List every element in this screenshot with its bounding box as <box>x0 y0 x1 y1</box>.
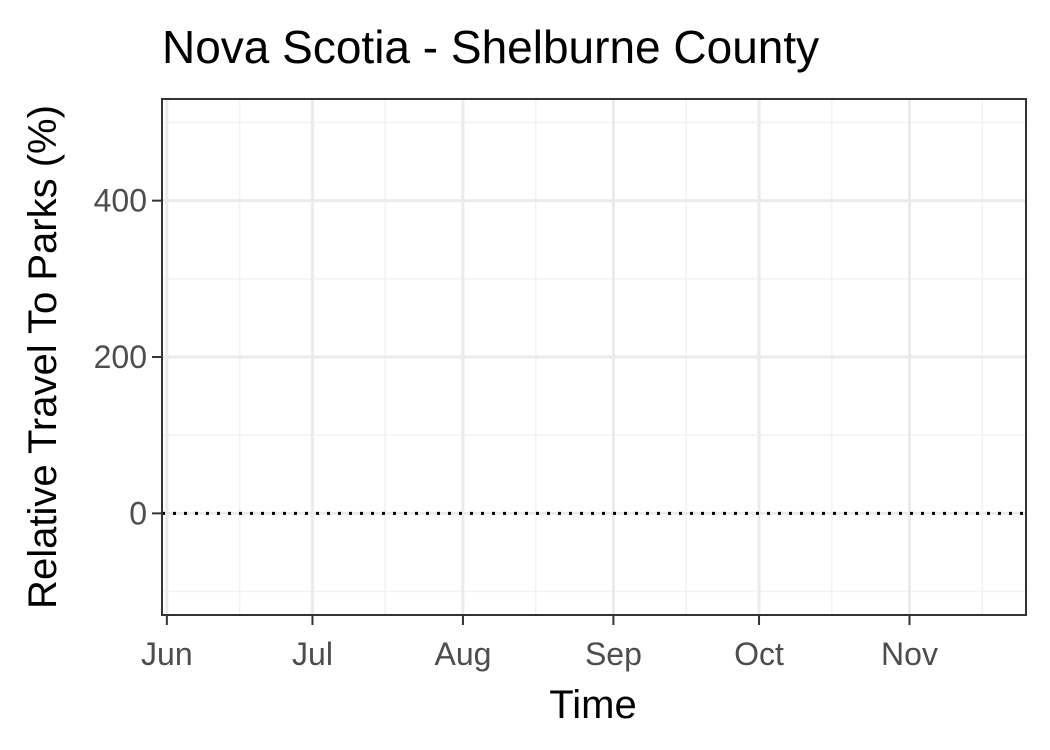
x-tick-label: Nov <box>881 636 938 672</box>
x-tick-label: Jul <box>292 636 333 672</box>
y-axis: 0 200 400 <box>94 183 162 531</box>
y-tick-label: 0 <box>129 495 147 531</box>
x-axis: Jun Jul Aug Sep Oct Nov <box>141 615 938 672</box>
y-axis-title: Relative Travel To Parks (%) <box>21 105 65 609</box>
x-axis-title: Time <box>549 683 636 727</box>
x-tick-label: Sep <box>585 636 642 672</box>
x-tick-label: Jun <box>141 636 193 672</box>
x-tick-label: Aug <box>434 636 491 672</box>
y-tick-label: 200 <box>94 339 147 375</box>
major-gridlines <box>162 99 1026 615</box>
y-tick-label: 400 <box>94 183 147 219</box>
chart-title: Nova Scotia - Shelburne County <box>162 21 819 73</box>
x-tick-label: Oct <box>734 636 784 672</box>
